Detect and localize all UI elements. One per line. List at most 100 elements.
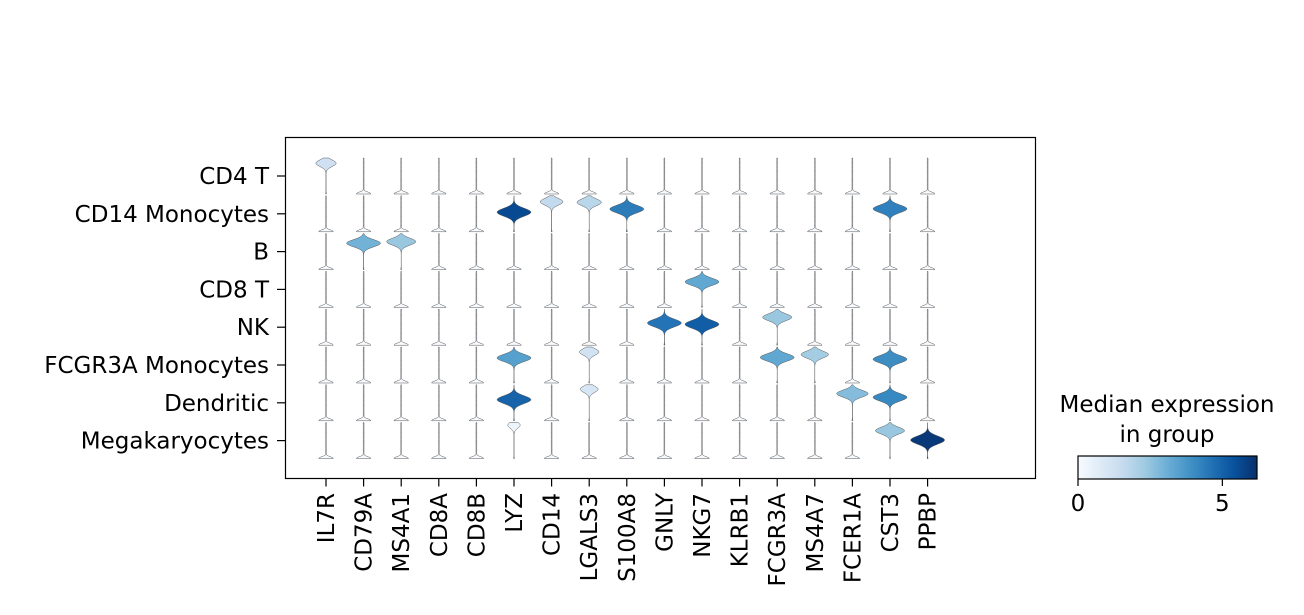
x-axis-gene-labels: IL7R CD79A MS4A1 CD8A CD8B LYZ CD14 LGALS3 S100A… <box>314 478 942 586</box>
violin-megakaryocytes-cd14 <box>543 422 560 459</box>
y-label-b: B <box>253 240 269 266</box>
violin-dendritic-nkg7 <box>694 384 710 422</box>
violin-megakaryocytes-il7r <box>318 422 334 459</box>
violin-cd14-monocytes-ppbp <box>919 195 936 233</box>
violin-fcgr3a-monocytes-il7r <box>318 346 334 384</box>
violin-cd14-monocytes-gnly <box>656 195 673 233</box>
violin-fcgr3a-monocytes-ms4a7 <box>800 346 829 384</box>
violin-cd8-t-cd8b <box>468 271 485 308</box>
violin-dendritic-fcgr3a <box>769 384 785 422</box>
violin-dendritic-ms4a1 <box>393 384 409 422</box>
violin-dendritic-cd8a <box>431 384 447 422</box>
violin-megakaryocytes-cst3 <box>875 422 905 459</box>
x-label-gnly: GNLY <box>652 492 678 552</box>
violin-nk-cst3 <box>882 308 898 346</box>
violin-dendritic-cst3 <box>872 384 908 422</box>
violin-fcgr3a-monocytes-nkg7 <box>694 346 710 384</box>
x-label-il7r: IL7R <box>314 493 340 543</box>
violin-megakaryocytes-ms4a7 <box>807 422 823 459</box>
violin-dendritic-lyz <box>496 384 532 422</box>
violin-dendritic-klrb1 <box>731 384 748 422</box>
violin-fcgr3a-monocytes-s100a8 <box>619 346 635 384</box>
violin-megakaryocytes-cd8b <box>468 422 485 459</box>
violin-cd4-t-lyz <box>506 157 522 195</box>
violin-cd14-monocytes-il7r <box>318 195 334 233</box>
y-axis-group-labels: CD4 T CD14 Monocytes B CD8 T NK FCGR3A Monocy… <box>44 164 285 455</box>
violin-dendritic-ppbp <box>919 384 936 422</box>
violin-nk-gnly <box>647 308 682 346</box>
violin-dendritic-cd79a <box>355 384 372 422</box>
violin-megakaryocytes-nkg7 <box>694 422 710 459</box>
violin-cd4-t-cd8a <box>431 157 447 195</box>
violin-dendritic-s100a8 <box>619 384 635 422</box>
violin-b-klrb1 <box>731 233 748 270</box>
x-label-cd14: CD14 <box>540 493 566 556</box>
violin-cd14-monocytes-klrb1 <box>731 195 748 233</box>
violin-cd8-t-cd79a <box>355 271 372 308</box>
violin-cd8-t-lgals3 <box>581 271 597 308</box>
y-label-cd4-t: CD4 T <box>199 164 270 190</box>
violin-cd4-t-nkg7 <box>694 157 710 195</box>
violin-cd14-monocytes-lgals3 <box>576 195 602 233</box>
violin-fcgr3a-monocytes-cd79a <box>355 346 372 384</box>
violin-nk-cd79a <box>355 308 372 346</box>
violin-cd4-t-cd14 <box>543 157 560 195</box>
violin-cd8-t-cd8a <box>431 271 447 308</box>
violin-nk-nkg7 <box>684 308 720 346</box>
y-label-dendritic: Dendritic <box>164 391 269 417</box>
violin-dendritic-cd8b <box>468 384 485 422</box>
x-label-cst3: CST3 <box>878 493 904 552</box>
violin-cd14-monocytes-fcer1a <box>844 195 861 233</box>
y-label-cd14-monocytes: CD14 Monocytes <box>75 202 269 228</box>
violin-cd8-t-lyz <box>506 271 522 308</box>
violin-cd14-monocytes-lyz <box>496 195 532 233</box>
violin-cd8-t-fcgr3a <box>769 271 785 308</box>
violin-dendritic-ms4a7 <box>807 384 823 422</box>
colorbar-tick-label: 0 <box>1071 491 1086 517</box>
x-label-lgals3: LGALS3 <box>577 493 603 581</box>
violin-cd4-t-fcgr3a <box>769 157 785 195</box>
violin-nk-klrb1 <box>731 308 748 346</box>
violin-b-il7r <box>318 233 334 270</box>
violin-cd8-t-klrb1 <box>731 271 748 308</box>
violin-megakaryocytes-cd8a <box>431 422 447 459</box>
violin-dendritic-fcer1a <box>836 384 869 422</box>
violin-cd4-t-lgals3 <box>581 157 597 195</box>
violin-cd8-t-il7r <box>318 271 334 308</box>
plot-frame <box>284 136 1037 480</box>
violin-nk-fcer1a <box>844 308 861 346</box>
x-label-ppbp: PPBP <box>916 493 942 551</box>
violin-megakaryocytes-ppbp <box>910 422 945 459</box>
x-label-s100a8: S100A8 <box>615 493 641 582</box>
violin-fcgr3a-monocytes-fcgr3a <box>760 346 795 384</box>
x-label-cd79a: CD79A <box>352 493 378 572</box>
violin-cd4-t-gnly <box>656 157 673 195</box>
colorbar-title-line-1: Median expression <box>1059 392 1274 418</box>
y-label-cd8-t: CD8 T <box>199 277 270 303</box>
violin-fcgr3a-monocytes-cd8b <box>468 346 485 384</box>
violin-cd8-t-s100a8 <box>619 271 635 308</box>
violin-b-ms4a7 <box>807 233 823 270</box>
violin-cd4-t-il7r <box>315 157 337 195</box>
violin-cd8-t-gnly <box>656 271 673 308</box>
violin-nk-ms4a1 <box>393 308 409 346</box>
violin-cd8-t-nkg7 <box>684 271 720 308</box>
violin-nk-il7r <box>318 308 334 346</box>
violin-cd14-monocytes-s100a8 <box>609 195 645 233</box>
violin-cd14-monocytes-cd14 <box>539 195 564 233</box>
violin-megakaryocytes-fcer1a <box>844 422 861 459</box>
violin-dendritic-lgals3 <box>579 384 599 422</box>
violin-cd4-t-klrb1 <box>731 157 748 195</box>
y-label-fcgr3a-monocytes: FCGR3A Monocytes <box>44 353 269 379</box>
violin-cd4-t-cd79a <box>355 157 372 195</box>
x-label-lyz: LYZ <box>502 493 528 533</box>
y-label-megakaryocytes: Megakaryocytes <box>81 429 269 455</box>
violin-fcgr3a-monocytes-lyz <box>496 346 532 384</box>
violin-cd8-t-ms4a7 <box>807 271 823 308</box>
violin-b-lyz <box>506 233 522 270</box>
violin-dendritic-cd14 <box>543 384 560 422</box>
violin-cd8-t-cst3 <box>882 271 898 308</box>
violin-cd4-t-cd8b <box>468 157 485 195</box>
colorbar-gradient <box>1077 455 1258 480</box>
